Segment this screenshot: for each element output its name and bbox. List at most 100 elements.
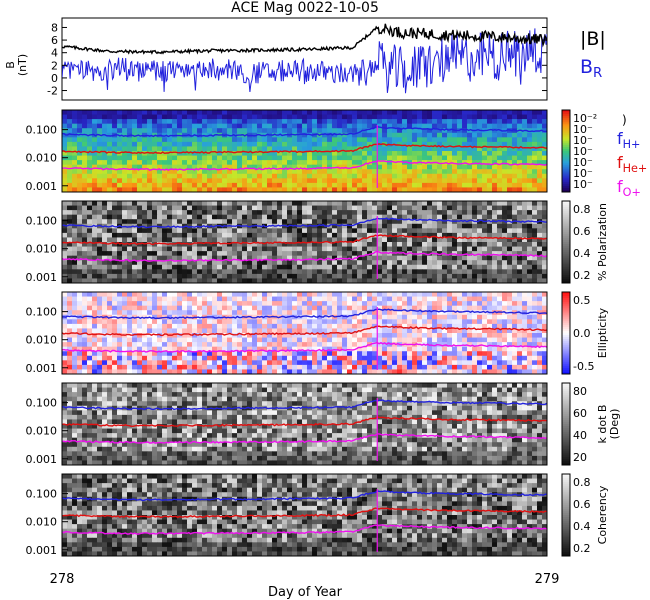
spectrogram-cell [237,232,243,238]
spectrogram-cell [392,232,398,238]
spectrogram-cell [422,328,428,334]
spectrogram-cell [137,219,143,225]
spectrogram-cell [397,201,403,206]
spectrogram-cell [137,210,143,216]
spectrogram-cell [207,146,213,152]
spectrogram-cell [442,146,448,152]
spectrogram-cell [147,173,153,179]
spectrogram-cell [422,310,428,316]
spectrogram-cell [327,246,333,252]
spectrogram-cell [107,305,113,311]
spectrogram-cell [542,292,547,297]
spectrogram-cell [337,187,343,192]
spectrogram-cell [217,251,223,257]
spectrogram-cell [437,232,443,238]
spectrogram-cell [427,164,433,170]
spectrogram-cell [477,182,483,188]
spectrogram-cell [132,141,138,147]
spectrogram-cell [267,260,273,266]
spectrogram-cell [452,301,458,307]
spectrogram-cell [292,123,298,129]
spectrogram-cell [222,319,228,325]
spectrogram-cell [227,264,233,270]
spectrogram-cell [407,260,413,266]
spectrogram-cell [337,264,343,270]
spectrogram-cell [292,141,298,147]
spectrogram-cell [402,246,408,252]
spectrogram-cell [362,223,368,229]
spectrogram-cell [447,228,453,234]
spectrogram-cell [172,187,178,192]
spectrogram-cell [122,151,128,156]
spectrogram-cell [262,319,268,325]
spectrogram-cell [532,305,538,311]
spectrogram-cell [347,151,353,156]
spectrogram-cell [287,273,293,279]
spectrogram-cell [542,187,547,192]
spectrogram-cell [502,187,508,192]
spectrogram-cell [187,301,193,307]
spectrogram-cell [497,260,503,266]
spectrogram-cell [322,305,328,311]
spectrogram-cell [207,137,213,143]
spectrogram-cell [177,155,183,161]
spectrogram-cell [132,273,138,279]
spectrogram-cell [127,146,133,152]
spectrogram-cell [482,319,488,325]
spectrogram-cell [397,182,403,188]
spectrogram-cell [212,292,218,297]
spectrogram-cell [312,260,318,266]
spectrogram-cell [222,228,228,234]
spectrogram-cell [177,169,183,175]
spectrogram-cell [257,214,263,220]
spectrogram-cell [282,123,288,129]
spectrogram-cell [187,205,193,211]
spectrogram-cell [392,146,398,152]
spectrogram-cell [217,205,223,211]
spectrogram-cell [162,141,168,147]
spectrogram-cell [102,123,108,129]
spectrogram-cell [387,210,393,216]
spectrogram-cell [92,246,98,252]
spectrogram-cell [332,246,338,252]
spectrogram-cell [182,323,188,329]
spectrogram-cell [437,260,443,266]
spectrogram-cell [262,305,268,311]
spectrogram-cell [432,119,438,125]
spectrogram-cell [487,119,493,125]
spectrogram-cell [497,205,503,211]
spectrogram-cell [182,178,188,184]
spectrogram-cell [372,242,378,247]
colorbar-step [562,244,570,247]
spectrogram-cell [127,169,133,175]
spectrogram-cell [132,310,138,316]
spectrogram-cell [397,269,403,275]
spectrogram-cell [477,169,483,175]
spectrogram-cell [142,292,148,297]
spectrogram-cell [377,260,383,266]
spectrogram-cell [417,110,423,115]
spectrogram-cell [467,273,473,279]
spectrogram-cell [237,169,243,175]
spectrogram-cell [117,246,123,252]
colorbar-step [562,189,570,193]
spectrogram-cell [397,310,403,316]
spectrogram-cell [342,328,348,334]
spectrogram-cell [102,296,108,302]
spectrogram-cell [482,119,488,125]
spectrogram-cell [157,264,163,270]
spectrogram-cell [217,323,223,329]
spectrogram-cell [87,346,93,352]
spectrogram-cell [362,210,368,216]
spectrogram-cell [122,155,128,161]
spectrogram-cell [507,301,513,307]
spectrogram-cell [437,237,443,243]
spectrogram-cell [207,123,213,129]
spectrogram-cell [342,323,348,329]
spectrogram-cell [277,151,283,156]
spectrogram-cell [292,201,298,206]
mag-legend-btotal: |B| [580,28,606,50]
spectrogram-cell [492,182,498,188]
spectrogram-cell [177,205,183,211]
spectrogram-cell [462,337,468,343]
